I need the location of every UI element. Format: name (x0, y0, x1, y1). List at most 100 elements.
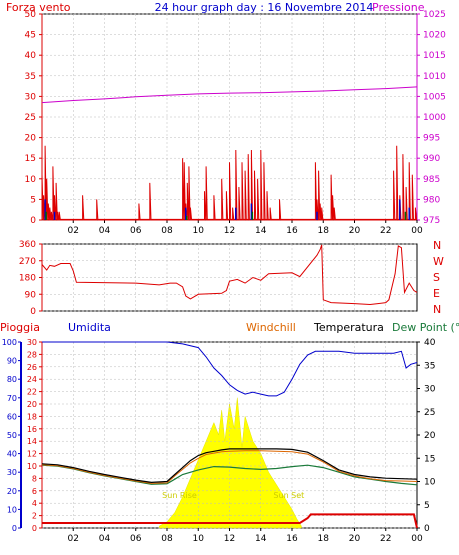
rain-humidity-temperature-panel: 0246810121416182022242628300102030405060… (2, 338, 436, 544)
wind-pressure-x-tick-label: 18 (318, 226, 330, 236)
wind-pressure-x-tick-label: 06 (130, 226, 142, 236)
rain-y-tick-label: 2 (32, 512, 37, 521)
temperature-series (41, 448, 418, 484)
wind-speed-label: Forza vento (6, 1, 71, 14)
wind-pressure-x-tick-label: 16 (286, 226, 298, 236)
windchill-label: Windchill (246, 321, 296, 334)
wind-y-tick-label: 25 (25, 113, 36, 123)
weather-x-tick-label: 08 (161, 534, 173, 544)
humidity-y-tick-label: 30 (7, 468, 17, 477)
wind-pressure-x-tick-label: 20 (349, 226, 361, 236)
chart-title: 24 hour graph day : 16 Novembre 2014 (155, 1, 374, 14)
wind-y-tick-label: 50 (25, 10, 37, 20)
weather-x-tick-label: 10 (193, 534, 205, 544)
wind-y-tick-label: 15 (25, 154, 36, 164)
temperature-y-tick-label: 0 (424, 524, 430, 534)
weather-x-tick-label: 22 (380, 534, 391, 544)
weather-x-tick-label: 18 (318, 534, 330, 544)
weather-x-tick-label: 04 (99, 534, 111, 544)
rain-y-tick-label: 24 (27, 375, 37, 384)
wind-pressure-panel: 0510152025303540455097598098599099510001… (25, 10, 447, 236)
pressure-y-tick-label: 980 (423, 195, 440, 205)
weather-x-tick-label: 14 (255, 534, 267, 544)
humidity-y-tick-label: 0 (12, 524, 17, 533)
humidity-y-tick-label: 40 (7, 450, 17, 459)
temperature-y-tick-label: 10 (424, 478, 436, 488)
wind-pressure-x-tick-label: 22 (380, 226, 391, 236)
humidity-y-tick-label: 90 (7, 357, 17, 366)
rain-y-tick-label: 10 (27, 462, 37, 471)
pressure-y-tick-label: 1025 (423, 10, 446, 20)
wind-pressure-x-tick-label: 08 (161, 226, 173, 236)
rain-y-tick-label: 20 (27, 400, 37, 409)
wind-y-tick-label: 35 (25, 72, 36, 82)
weather-x-tick-label: 02 (68, 534, 79, 544)
wind-pressure-x-tick-label: 02 (68, 226, 79, 236)
direction-y-tick-label: 270 (19, 257, 36, 267)
wind-pressure-x-tick-label: 14 (255, 226, 267, 236)
pressure-label: Pressione (372, 1, 425, 14)
rain-y-tick-label: 4 (32, 499, 37, 508)
rain-y-tick-label: 28 (27, 350, 37, 359)
wind-pressure-x-tick-label: 10 (193, 226, 205, 236)
rain-y-tick-label: 16 (27, 425, 37, 434)
wind-y-tick-label: 30 (25, 92, 37, 102)
temperature-y-tick-label: 15 (424, 454, 435, 464)
pressure-y-tick-label: 1020 (423, 31, 446, 41)
compass-label: S (433, 271, 440, 284)
temperature-y-tick-label: 40 (424, 338, 436, 348)
pressure-y-tick-label: 1005 (423, 92, 446, 102)
compass-label: W (433, 255, 444, 268)
compass-label: N (433, 239, 441, 252)
wind-direction-series (41, 244, 418, 306)
temperature-y-tick-label: 5 (424, 501, 430, 511)
sun-set-label: Sun Set (273, 491, 304, 500)
humidity-y-tick-label: 50 (7, 431, 17, 440)
temperature-y-tick-label: 25 (424, 408, 435, 418)
wind-pressure-x-tick-label: 00 (411, 226, 423, 236)
compass-label: N (433, 303, 441, 316)
wind-y-tick-label: 0 (30, 216, 36, 226)
temperature-y-tick-label: 35 (424, 361, 435, 371)
pressure-y-tick-label: 975 (423, 216, 440, 226)
pressure-y-tick-label: 995 (423, 134, 440, 144)
wind-y-tick-label: 10 (25, 175, 37, 185)
weather-x-tick-label: 12 (224, 534, 235, 544)
rain-series (42, 513, 418, 529)
rain-y-tick-label: 26 (27, 363, 37, 372)
rain-y-tick-label: 12 (27, 450, 37, 459)
direction-y-tick-label: 360 (19, 240, 36, 250)
rain-label: Pioggia (0, 321, 40, 334)
wind-y-tick-label: 40 (25, 51, 37, 61)
temperature-label: Temperatura (313, 321, 384, 334)
windchill-series (41, 450, 418, 484)
wind-pressure-x-tick-label: 04 (99, 226, 111, 236)
pressure-y-tick-label: 1010 (423, 72, 446, 82)
humidity-y-tick-label: 20 (7, 487, 17, 496)
rain-y-tick-label: 0 (32, 524, 37, 533)
humidity-y-tick-label: 10 (7, 505, 17, 514)
humidity-y-tick-label: 80 (7, 375, 17, 384)
pressure-series (41, 86, 418, 104)
temperature-y-tick-label: 30 (424, 385, 436, 395)
pressure-y-tick-label: 990 (423, 154, 440, 164)
humidity-label: Umidita (68, 321, 111, 334)
humidity-y-tick-label: 70 (7, 394, 17, 403)
weather-x-tick-label: 06 (130, 534, 142, 544)
weather-x-tick-label: 00 (411, 534, 423, 544)
compass-label: E (433, 287, 440, 300)
rain-y-tick-label: 22 (27, 388, 37, 397)
rain-y-tick-label: 8 (32, 474, 37, 483)
rain-y-tick-label: 6 (32, 487, 37, 496)
humidity-series (42, 341, 418, 397)
wind-pressure-x-tick-label: 12 (224, 226, 235, 236)
dew-point-label: Dew Point (°C (392, 321, 459, 334)
weather-x-tick-label: 20 (349, 534, 361, 544)
rain-y-tick-label: 14 (27, 437, 37, 446)
humidity-y-tick-label: 100 (2, 338, 17, 347)
pressure-y-tick-label: 985 (423, 175, 440, 185)
direction-y-tick-label: 180 (19, 274, 36, 284)
rain-y-tick-label: 30 (27, 338, 37, 347)
